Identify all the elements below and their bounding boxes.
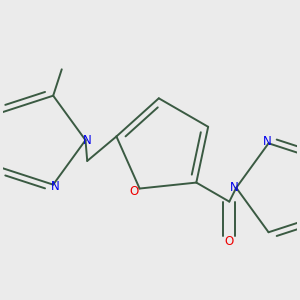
Text: O: O [130, 185, 139, 199]
Text: N: N [262, 135, 271, 148]
Text: O: O [225, 235, 234, 248]
Text: N: N [230, 181, 239, 194]
Text: N: N [83, 134, 92, 147]
Text: N: N [50, 180, 59, 193]
